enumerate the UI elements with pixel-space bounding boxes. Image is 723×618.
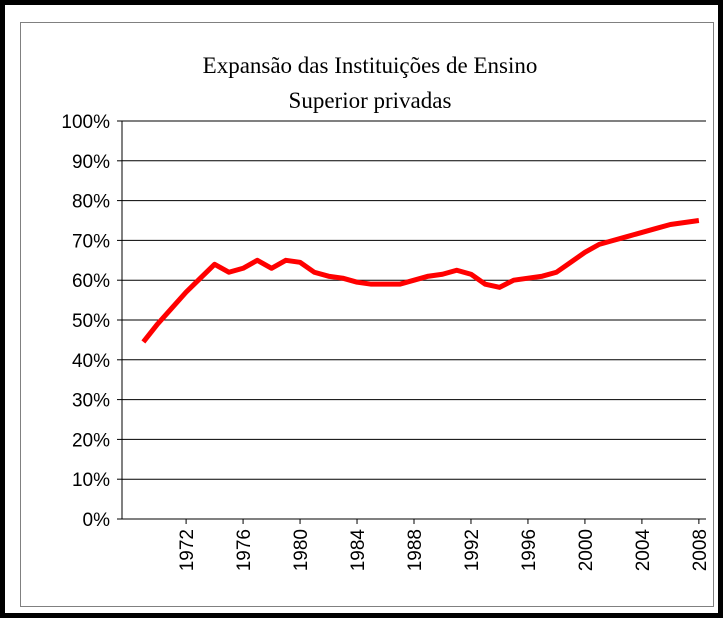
y-tick-label: 30% bbox=[72, 391, 110, 412]
x-tick-label: 1980 bbox=[291, 529, 312, 571]
x-tick-label: 2008 bbox=[690, 529, 711, 571]
chart-frame bbox=[20, 22, 714, 607]
y-tick-label: 40% bbox=[72, 351, 110, 372]
x-tick-label: 1988 bbox=[405, 529, 426, 571]
y-tick-label: 20% bbox=[72, 430, 110, 451]
y-tick-label: 10% bbox=[72, 470, 110, 491]
chart-title: Expansão das Instituições de Ensino Supe… bbox=[202, 53, 538, 113]
x-tick-label: 1992 bbox=[462, 529, 483, 571]
y-tick-label: 70% bbox=[72, 231, 110, 252]
y-tick-label: 50% bbox=[72, 311, 110, 332]
y-tick-label: 90% bbox=[72, 152, 110, 173]
x-tick-label: 2004 bbox=[633, 529, 654, 572]
x-tick-label: 1996 bbox=[519, 529, 540, 571]
y-tick-label: 60% bbox=[72, 271, 110, 292]
x-tick-label: 1972 bbox=[177, 529, 198, 571]
x-tick-label: 1984 bbox=[348, 529, 369, 572]
y-tick-label: 100% bbox=[61, 112, 110, 133]
series-line bbox=[141, 218, 700, 344]
x-tick-label: 2000 bbox=[576, 529, 597, 571]
y-tick-label: 0% bbox=[83, 510, 111, 531]
y-tick-label: 80% bbox=[72, 192, 110, 213]
x-tick-label: 1976 bbox=[234, 529, 255, 571]
